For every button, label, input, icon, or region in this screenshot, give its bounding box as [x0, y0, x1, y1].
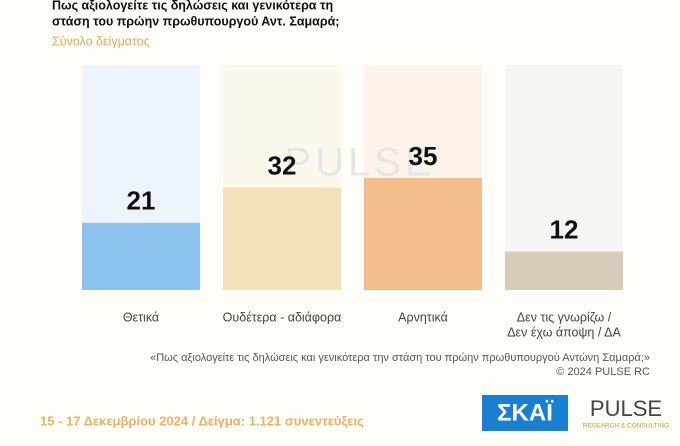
- copyright: © 2024 PULSE RC: [556, 366, 650, 378]
- bar: [505, 251, 623, 290]
- bar: [223, 187, 341, 290]
- chart-subtitle: Σύνολο δείγματος: [52, 34, 150, 48]
- note: «Πως αξιολογείτε τις δηλώσεις και γενικό…: [150, 352, 650, 364]
- x-tick-label: Αρνητικά: [398, 310, 448, 324]
- x-tick-label: Δεν τις γνωρίζω /: [517, 310, 612, 324]
- logo-right-sub: RESEARCH & CONSULTING: [583, 423, 669, 430]
- watermark: PULSE: [284, 141, 435, 185]
- x-tick-label: Θετικά: [123, 310, 159, 324]
- logo-box: [482, 395, 568, 431]
- data-label: 21: [127, 186, 156, 216]
- x-tick-label: Ουδέτερα - αδιάφορα: [223, 310, 342, 324]
- footer: 15 - 17 Δεκεμβρίου 2024 / Δείγμα: 1.121 …: [40, 413, 364, 428]
- data-label: 12: [550, 214, 579, 244]
- logo-right: PULSE: [590, 396, 662, 421]
- data-label: 35: [409, 141, 438, 171]
- chart-title: στάση του πρώην πρωθυπουργού Αντ. Σαμαρά…: [52, 14, 339, 28]
- x-tick-label: Δεν έχω άποψη / ΔΑ: [507, 325, 621, 339]
- data-label: 32: [268, 150, 297, 180]
- bar: [364, 178, 482, 290]
- chart-title: Πως αξιολογείτε τις δηλώσεις και γενικότ…: [52, 0, 333, 12]
- logo-left: ΣΚΑΪ: [497, 399, 554, 426]
- bar: [82, 222, 200, 290]
